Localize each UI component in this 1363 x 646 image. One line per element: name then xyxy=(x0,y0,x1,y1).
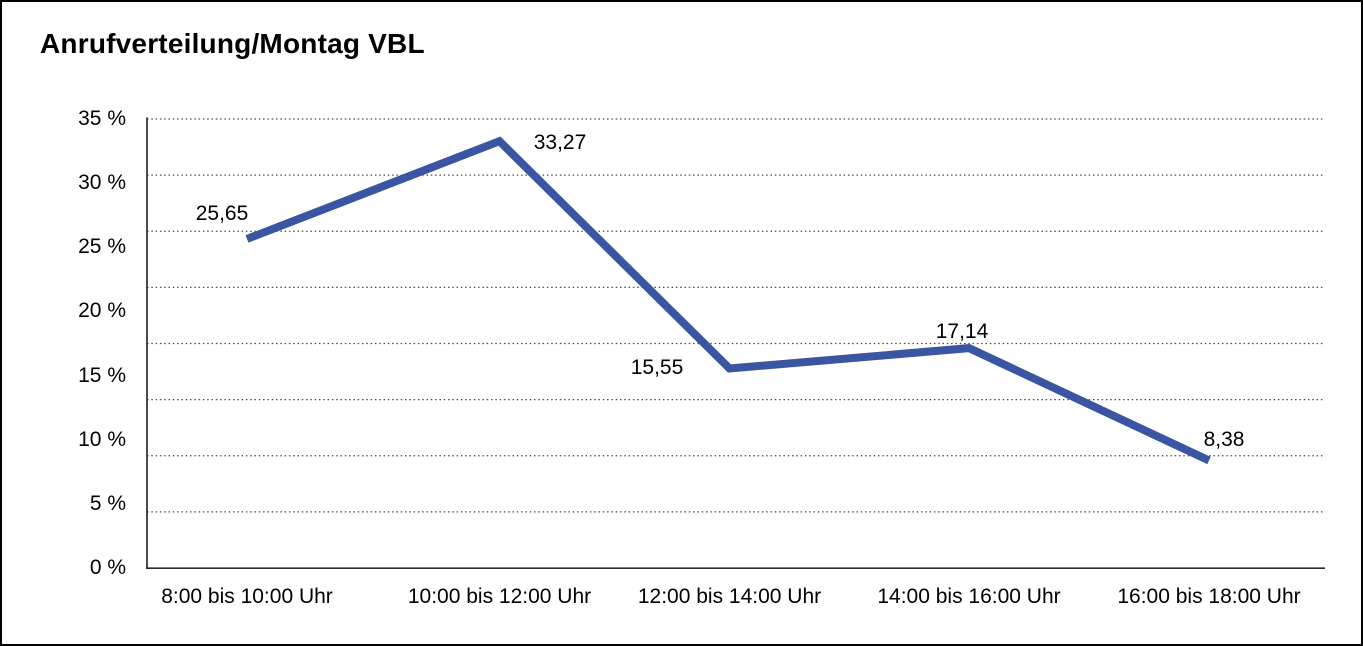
gridlines xyxy=(147,118,1325,513)
data-point-label: 33,27 xyxy=(533,131,587,154)
x-axis-category-label: 10:00 bis 12:00 Uhr xyxy=(407,585,592,608)
y-axis-tick-label: 0 % xyxy=(89,556,126,579)
data-point-label: 17,14 xyxy=(935,320,989,343)
y-axis-tick-label: 10 % xyxy=(78,427,126,451)
y-axis-tick-label: 35 % xyxy=(78,107,126,130)
y-axis-tick-label: 30 % xyxy=(78,171,126,195)
data-point-label: 25,65 xyxy=(195,202,249,225)
y-axis-tick-label: 25 % xyxy=(78,235,126,259)
x-axis-category-label: 14:00 bis 16:00 Uhr xyxy=(877,585,1061,608)
chart-title: Anrufverteilung/Montag VBL xyxy=(40,28,425,59)
x-axis-category-label: 12:00 bis 14:00 Uhr xyxy=(637,585,822,608)
x-axis-category-label: 16:00 bis 18:00 Uhr xyxy=(1117,585,1301,608)
data-point-label: 15,55 xyxy=(630,356,684,379)
y-axis-tick-label: 5 % xyxy=(89,491,126,515)
data-point-label: 8,38 xyxy=(1203,428,1245,451)
y-axis-tick-label: 20 % xyxy=(78,299,126,323)
y-axis-tick-label: 15 % xyxy=(78,363,126,387)
line-series xyxy=(245,136,1211,465)
x-axis-category-label: 8:00 bis 10:00 Uhr xyxy=(161,585,333,608)
